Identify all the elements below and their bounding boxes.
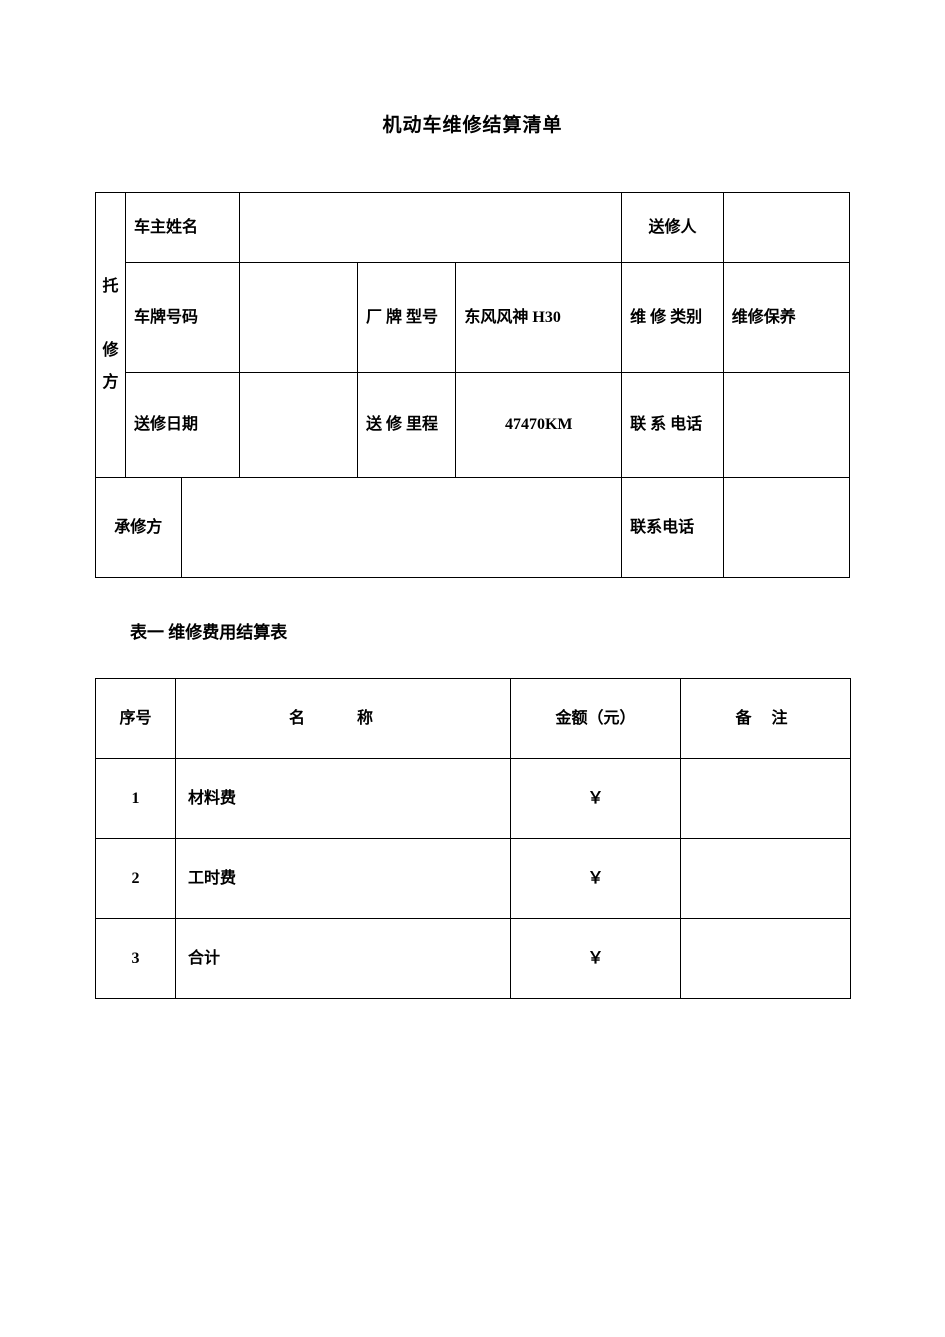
contractor-label: 承修方 bbox=[96, 478, 182, 578]
document-title: 机动车维修结算清单 bbox=[95, 110, 850, 137]
brand-model-label: 厂 牌 型号 bbox=[358, 263, 456, 373]
header-info-table: 托修方 车主姓名 送修人 车牌号码 厂 牌 型号 东风风神 H30 维 修 类别… bbox=[95, 192, 850, 578]
fee-row: 3 合计 ￥ bbox=[96, 919, 851, 999]
fee-amount: ￥ bbox=[511, 839, 681, 919]
fee-remark bbox=[681, 759, 851, 839]
col-remark: 备 注 bbox=[681, 679, 851, 759]
col-seq: 序号 bbox=[96, 679, 176, 759]
phone2-value bbox=[723, 478, 849, 578]
fee-seq: 2 bbox=[96, 839, 176, 919]
col-amount: 金额（元） bbox=[511, 679, 681, 759]
col-name: 名 称 bbox=[176, 679, 511, 759]
fee-remark bbox=[681, 919, 851, 999]
phone2-label: 联系电话 bbox=[622, 478, 724, 578]
phone1-value bbox=[723, 373, 849, 478]
plate-value bbox=[240, 263, 358, 373]
fee-settlement-table: 序号 名 称 金额（元） 备 注 1 材料费 ￥ 2 工时费 ￥ 3 合计 ￥ bbox=[95, 678, 851, 999]
mileage-label: 送 修 里程 bbox=[358, 373, 456, 478]
fee-remark bbox=[681, 839, 851, 919]
fee-row: 1 材料费 ￥ bbox=[96, 759, 851, 839]
client-side-label: 托修方 bbox=[96, 193, 126, 478]
fee-seq: 1 bbox=[96, 759, 176, 839]
sender-value bbox=[723, 193, 849, 263]
sender-label: 送修人 bbox=[622, 193, 724, 263]
plate-label: 车牌号码 bbox=[125, 263, 239, 373]
fee-amount: ￥ bbox=[511, 919, 681, 999]
owner-name-label: 车主姓名 bbox=[125, 193, 239, 263]
owner-name-value bbox=[240, 193, 622, 263]
phone1-label: 联 系 电话 bbox=[622, 373, 724, 478]
contractor-value bbox=[181, 478, 622, 578]
fee-table-header-row: 序号 名 称 金额（元） 备 注 bbox=[96, 679, 851, 759]
brand-model-value: 东风风神 H30 bbox=[456, 263, 622, 373]
section1-title: 表一 维修费用结算表 bbox=[130, 618, 850, 643]
fee-row: 2 工时费 ￥ bbox=[96, 839, 851, 919]
send-date-label: 送修日期 bbox=[125, 373, 239, 478]
fee-name: 材料费 bbox=[176, 759, 511, 839]
repair-type-value: 维修保养 bbox=[723, 263, 849, 373]
fee-amount: ￥ bbox=[511, 759, 681, 839]
repair-type-label: 维 修 类别 bbox=[622, 263, 724, 373]
send-date-value bbox=[240, 373, 358, 478]
fee-name: 工时费 bbox=[176, 839, 511, 919]
mileage-value: 47470KM bbox=[456, 373, 622, 478]
fee-name: 合计 bbox=[176, 919, 511, 999]
fee-seq: 3 bbox=[96, 919, 176, 999]
